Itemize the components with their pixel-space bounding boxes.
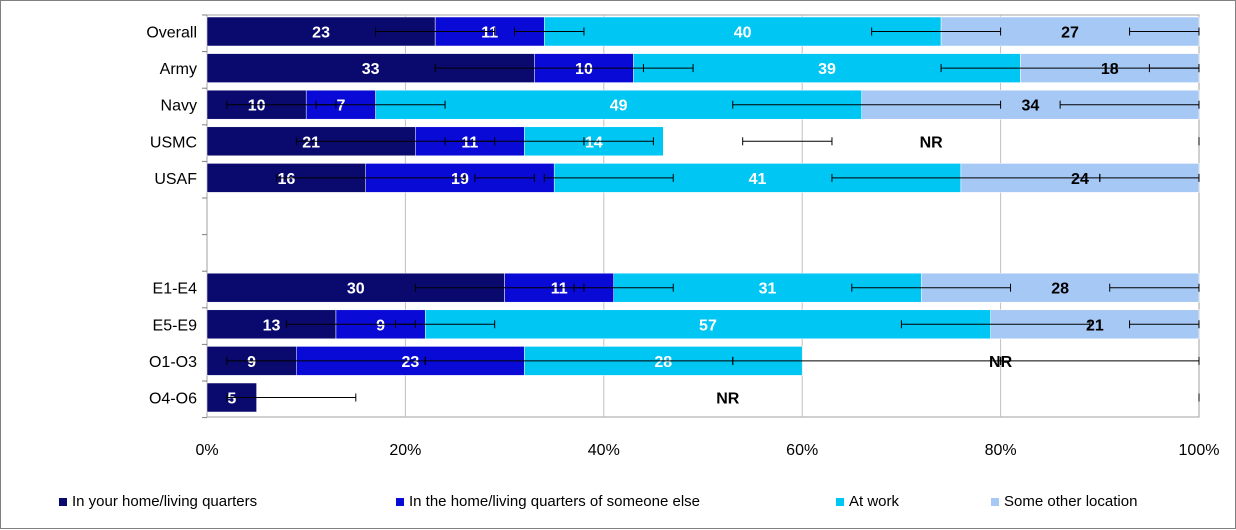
data-label: 24 — [1071, 171, 1089, 188]
x-tick-label: 80% — [985, 442, 1017, 459]
x-tick-label: 60% — [786, 442, 818, 459]
data-label: 39 — [818, 61, 836, 78]
data-label: 33 — [362, 61, 380, 78]
y-category-label: USAF — [154, 171, 197, 188]
legend-swatch — [836, 497, 844, 506]
legend-label: Some other location — [1004, 493, 1138, 510]
y-category-label: E5-E9 — [153, 317, 198, 334]
legend-item: At work — [836, 493, 899, 510]
data-label: 14 — [585, 134, 603, 151]
x-tick-label: 100% — [1179, 442, 1220, 459]
data-label: 31 — [759, 281, 777, 298]
y-category-label: O4-O6 — [149, 391, 197, 408]
y-category-label: USMC — [150, 134, 197, 151]
data-label: 16 — [277, 171, 295, 188]
legend: In your home/living quarters In the home/… — [1, 493, 1236, 517]
data-label: 30 — [347, 281, 365, 298]
data-label: 34 — [1021, 98, 1039, 115]
legend-item: In your home/living quarters — [59, 493, 257, 510]
bar-segment — [633, 53, 1021, 83]
legend-swatch — [396, 497, 404, 506]
legend-label: At work — [849, 493, 900, 510]
data-label: 23 — [401, 354, 419, 371]
legend-label: In the home/living quarters of someone e… — [409, 493, 700, 510]
legend-item: In the home/living quarters of someone e… — [396, 493, 700, 510]
data-label: 21 — [302, 134, 320, 151]
x-tick-label: 0% — [195, 442, 218, 459]
data-label: 19 — [451, 171, 469, 188]
data-label: 41 — [749, 171, 767, 188]
legend-label: In your home/living quarters — [72, 493, 258, 510]
data-label: 49 — [610, 98, 628, 115]
data-label: 28 — [1051, 281, 1069, 298]
bar-segment — [424, 309, 991, 340]
data-label: 27 — [1061, 25, 1079, 42]
data-label: 57 — [699, 317, 717, 334]
data-label: 11 — [461, 134, 478, 151]
data-label: 9 — [376, 317, 385, 334]
nr-label: NR — [920, 134, 944, 151]
data-label: 28 — [654, 354, 672, 371]
data-label: 11 — [481, 25, 498, 42]
data-label: 10 — [575, 61, 593, 78]
legend-swatch — [991, 497, 999, 506]
x-tick-label: 20% — [389, 442, 421, 459]
data-label: 40 — [734, 25, 752, 42]
nr-label: NR — [716, 391, 740, 408]
y-category-label: E1-E4 — [153, 281, 198, 298]
legend-swatch — [59, 497, 67, 506]
data-label: 5 — [227, 391, 236, 408]
data-label: 13 — [263, 317, 281, 334]
y-category-label: Army — [160, 61, 197, 78]
y-category-label: Navy — [161, 98, 197, 115]
data-label: 23 — [312, 25, 330, 42]
legend-item: Some other location — [991, 493, 1137, 510]
data-label: 18 — [1101, 61, 1119, 78]
data-label: 21 — [1086, 317, 1104, 334]
y-category-label: O1-O3 — [149, 354, 197, 371]
data-label: 11 — [551, 281, 568, 298]
data-label: 7 — [336, 98, 345, 115]
x-tick-label: 40% — [588, 442, 620, 459]
data-label: 9 — [247, 354, 256, 371]
data-label: 10 — [248, 98, 266, 115]
y-category-label: Overall — [146, 25, 197, 42]
